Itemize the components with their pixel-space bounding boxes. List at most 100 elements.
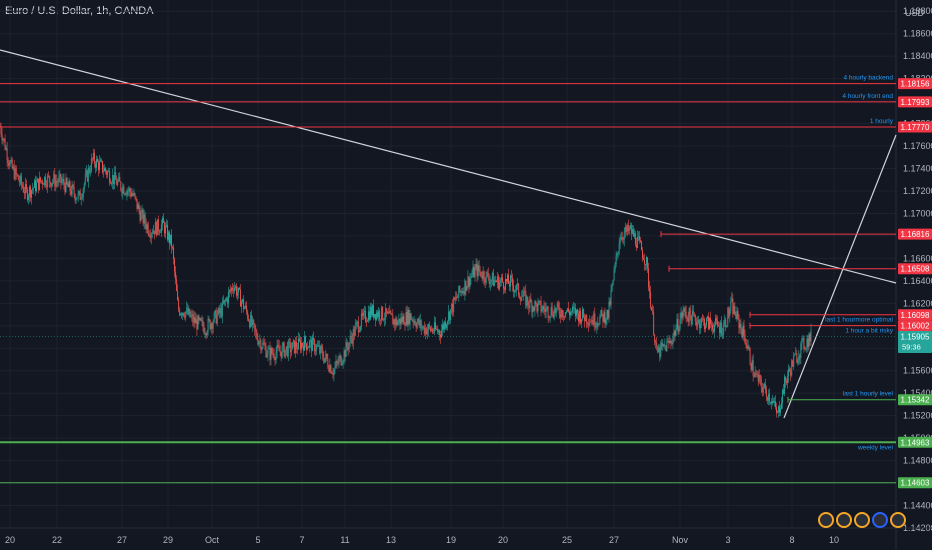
candle-body (569, 311, 571, 316)
candle-body (7, 160, 9, 163)
candle-body (338, 358, 340, 364)
candle-body (630, 225, 632, 234)
candle-body (808, 334, 810, 348)
candle-body (694, 315, 696, 322)
level-note: weekly level (857, 444, 894, 451)
x-tick-label: 11 (340, 535, 349, 545)
candle-body (152, 230, 154, 234)
candle-body (406, 312, 408, 325)
candle-body (272, 353, 274, 355)
candle-body (736, 310, 738, 319)
candle-body (702, 318, 704, 320)
candle-body (465, 280, 467, 291)
candle-body (197, 316, 199, 330)
candle-body (273, 353, 275, 359)
candle-body (89, 171, 91, 173)
candle-body (34, 180, 35, 188)
candle-body (223, 299, 225, 304)
candle-body (487, 272, 489, 279)
candle-body (772, 400, 774, 403)
candle-body (519, 295, 521, 298)
candle-body (399, 318, 401, 325)
price-tag (898, 477, 932, 489)
candle-body (417, 318, 419, 323)
candle-body (370, 307, 371, 320)
candle-body (27, 196, 29, 200)
price-tag-label: 1.17770 (901, 123, 930, 132)
candle-body (565, 311, 567, 313)
candle-body (538, 300, 540, 303)
candle-body (454, 297, 456, 300)
candle-body (607, 309, 609, 318)
candle-body (554, 308, 556, 313)
candle-body (742, 325, 744, 338)
price-tag-label: 1.16098 (901, 311, 930, 320)
candle-body (731, 298, 733, 302)
candle-body (700, 318, 702, 325)
candle-body (393, 319, 395, 325)
candle-body (99, 161, 100, 171)
candle-body (396, 318, 398, 326)
candle-body (180, 313, 182, 315)
candle-body (718, 325, 720, 327)
candle-body (661, 343, 663, 347)
candle-body (20, 175, 22, 185)
candle-body (531, 302, 533, 313)
candle-body (506, 278, 507, 282)
candle-body (802, 337, 804, 340)
candle-body (787, 375, 789, 384)
candle-body (576, 309, 577, 317)
candle-body (424, 328, 426, 334)
candle-body (231, 287, 233, 290)
candle-body (550, 307, 552, 317)
candle-body (529, 298, 531, 308)
candle-body (741, 329, 743, 338)
candle-body (72, 184, 74, 187)
candle-body (493, 280, 495, 286)
dividend-icon[interactable] (818, 512, 834, 528)
news-event-icon[interactable] (872, 512, 888, 528)
candle-body (80, 198, 82, 200)
candle-body (311, 339, 313, 352)
candle-body (323, 357, 325, 363)
candle-body (312, 337, 314, 352)
candle-body (320, 346, 322, 354)
candle-body (455, 296, 457, 300)
candle-body (658, 347, 660, 353)
y-tick-label: 1.16600 (903, 253, 932, 263)
candle-body (627, 224, 629, 232)
candle-body (710, 317, 711, 324)
flag-event-icon[interactable] (890, 512, 906, 528)
event-icons[interactable] (818, 512, 906, 528)
candle-body (349, 335, 351, 343)
candle-body (653, 311, 655, 335)
earnings-icon[interactable] (836, 512, 852, 528)
candle-body (684, 308, 686, 313)
price-tag-label: 1.17993 (901, 98, 930, 107)
candle-body (292, 340, 294, 343)
candle-body (35, 180, 36, 192)
candle-body (717, 320, 719, 326)
candle-body (350, 335, 352, 339)
candle-body (250, 314, 252, 328)
candle-body (578, 313, 580, 322)
candle-body (615, 255, 617, 264)
candle-body (715, 318, 717, 325)
candle-body (140, 212, 142, 221)
candle-body (49, 176, 51, 182)
candle-body (400, 317, 402, 325)
candle-body (327, 359, 329, 368)
candle-body (163, 222, 165, 234)
candle-body (74, 194, 76, 201)
price-tag-label: 1.16816 (901, 230, 930, 239)
candle-body (501, 277, 503, 283)
candle-body (609, 301, 611, 305)
candle-body (687, 317, 689, 323)
descending-trendline (0, 49, 897, 284)
level-note: 1 hour a bit risky (845, 327, 893, 334)
candle-body (471, 275, 473, 277)
economic-event-icon[interactable] (854, 512, 870, 528)
candle-body (778, 406, 779, 412)
candle-body (240, 289, 242, 307)
